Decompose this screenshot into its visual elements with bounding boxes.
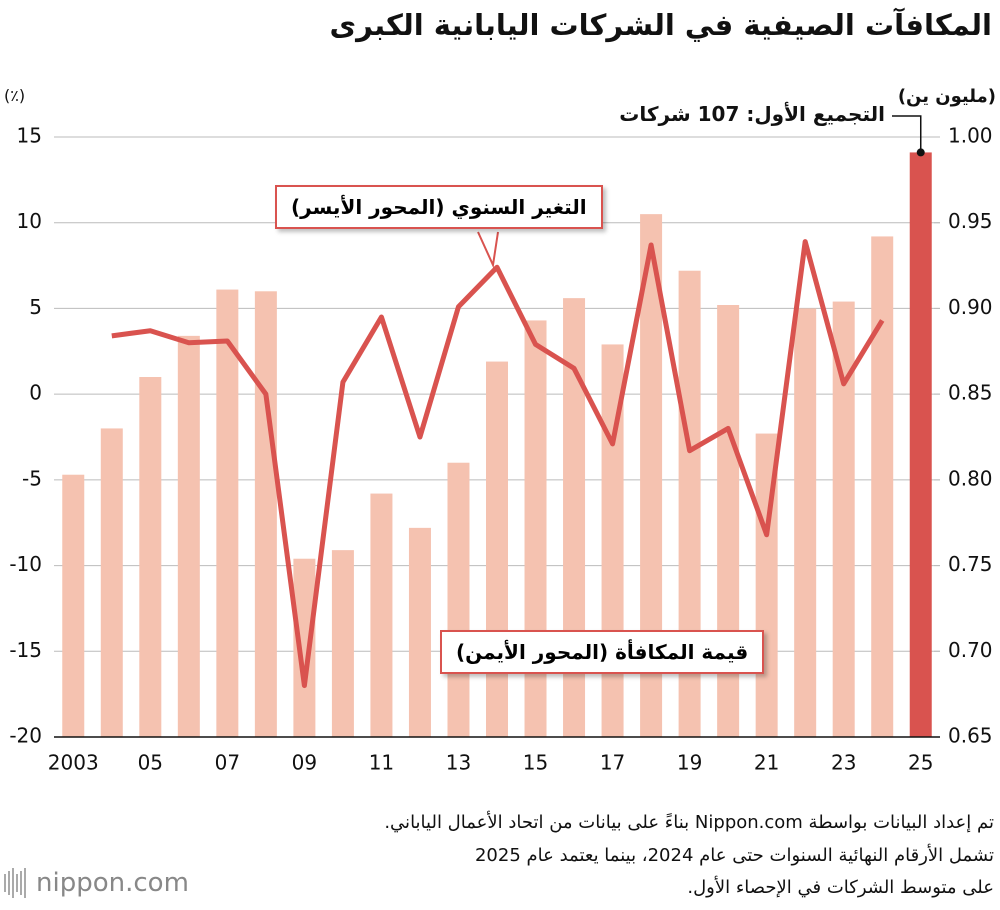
y-tick-label: -15	[9, 638, 42, 662]
x-tick-label: 15	[523, 751, 548, 775]
bar	[100, 428, 123, 737]
y2-tick-label: 0.85	[948, 381, 993, 405]
y-tick-label: 0	[29, 381, 42, 405]
bar	[524, 320, 547, 737]
bar	[794, 308, 817, 737]
y2-tick-label: 0.75	[948, 552, 993, 576]
x-tick-label: 19	[677, 751, 702, 775]
annotation-dot	[916, 148, 925, 157]
x-tick-label: 2003	[48, 751, 99, 775]
bar	[254, 291, 277, 737]
bar	[486, 361, 508, 737]
bar	[370, 493, 393, 737]
x-tick-label: 21	[754, 751, 779, 775]
y-axis-label: (٪)	[4, 86, 26, 105]
x-tick-label: 13	[446, 751, 471, 775]
note: تشمل الأرقام النهائية السنوات حتى عام 20…	[474, 845, 994, 866]
annotation: التجميع الأول: 107 شركات	[619, 102, 885, 126]
bar	[139, 377, 162, 737]
bar	[408, 527, 431, 737]
bar	[216, 289, 239, 737]
y2-tick-label: 0.90	[948, 295, 993, 319]
bar	[331, 550, 354, 737]
x-tick-label: 25	[908, 751, 933, 775]
logo-bar	[24, 868, 26, 898]
logo-bar	[12, 868, 14, 898]
y2-tick-label: 0.65	[948, 724, 993, 748]
bar	[832, 301, 855, 737]
bar	[678, 270, 701, 737]
bar	[177, 335, 200, 737]
bar	[909, 152, 932, 737]
x-tick-label: 17	[600, 751, 625, 775]
bar	[871, 236, 894, 737]
note: على متوسط الشركات في الإحصاء الأول.	[687, 877, 994, 898]
chart-title: المكافآت الصيفية في الشركات اليابانية ال…	[329, 8, 992, 42]
note: تم إعداد البيانات بواسطة Nippon.com بناء…	[384, 812, 994, 833]
y-tick-label: 5	[29, 295, 42, 319]
bar-label: قيمة المكافأة (المحور الأيمن)	[440, 630, 765, 674]
logo-bar	[4, 874, 6, 892]
bar	[717, 305, 740, 737]
y2-tick-label: 0.70	[948, 638, 993, 662]
x-tick-label: 09	[292, 751, 317, 775]
y-tick-label: -10	[9, 552, 42, 576]
logo-bar	[20, 871, 22, 895]
x-tick-label: 11	[369, 751, 394, 775]
line-label: التغير السنوي (المحور الأيسر)	[275, 185, 603, 229]
x-tick-label: 07	[215, 751, 240, 775]
y-tick-label: -5	[22, 466, 42, 490]
y-tick-label: 15	[17, 124, 42, 148]
y2-tick-label: 0.95	[948, 209, 993, 233]
annotation-leader	[892, 115, 922, 153]
y2-tick-label: 1.00	[948, 124, 993, 148]
line	[111, 239, 885, 689]
x-tick-label: 05	[138, 751, 163, 775]
logo-bar	[16, 874, 18, 892]
callout-pointer	[477, 231, 499, 269]
logo-bar	[8, 871, 10, 895]
bar	[447, 462, 470, 737]
bar	[62, 474, 85, 737]
y-tick-label: 10	[17, 209, 42, 233]
y2-axis-label: (مليون ين)	[897, 86, 996, 107]
x-tick-label: 23	[831, 751, 856, 775]
logo: nippon.com	[36, 868, 189, 898]
bar	[640, 214, 663, 738]
y-tick-label: -20	[9, 724, 42, 748]
bar	[563, 298, 586, 737]
y2-tick-label: 0.80	[948, 466, 993, 490]
bar	[293, 558, 316, 737]
